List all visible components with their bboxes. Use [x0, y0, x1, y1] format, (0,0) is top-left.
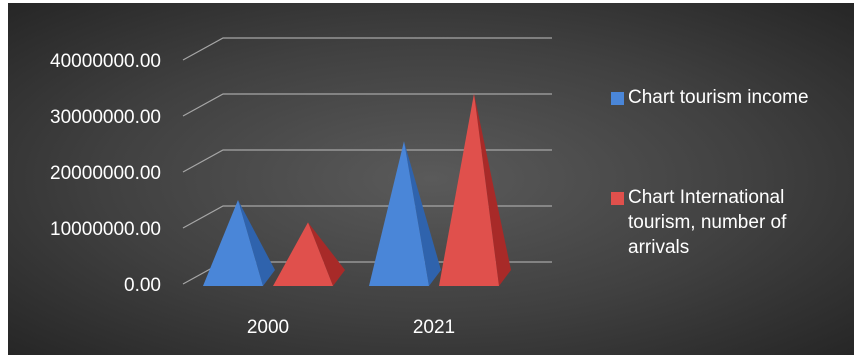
- pyramid-side-face: [404, 141, 441, 286]
- gridline: [182, 149, 552, 173]
- legend-label-series-1: Chart tourism income: [628, 87, 809, 108]
- pyramid-2000-series-1: [203, 200, 275, 286]
- legend-item-series-1: Chart tourism income: [608, 85, 848, 110]
- pyramid-2021-series-2: [439, 93, 511, 286]
- pyramid-side-face: [308, 222, 345, 286]
- y-tick-label: 40000000.00: [50, 51, 161, 72]
- pyramid-side-face: [474, 93, 511, 286]
- legend-label-series-2: Chart International tourism, number of a…: [628, 187, 787, 258]
- chart-frame: 0.00 10000000.00 20000000.00 30000000.00 400…: [8, 3, 854, 355]
- pyramid-chart: 0.00 10000000.00 20000000.00 30000000.00 400…: [50, 37, 552, 338]
- y-tick-label: 10000000.00: [50, 219, 161, 240]
- pyramid-front-face: [273, 222, 333, 286]
- x-category-label: 2000: [247, 317, 289, 338]
- x-category-label: 2021: [413, 317, 455, 338]
- pyramid-front-face: [203, 200, 263, 286]
- pyramid-2021-series-1: [369, 141, 441, 286]
- pyramid-front-face: [369, 141, 429, 286]
- pyramid-side-face: [238, 200, 275, 286]
- gridline: [182, 37, 552, 61]
- pyramid-front-face: [439, 93, 499, 286]
- legend: Chart tourism income Chart International…: [608, 85, 848, 260]
- y-tick-label: 30000000.00: [50, 107, 161, 128]
- pyramid-2000-series-2: [273, 222, 345, 286]
- legend-item-series-2: Chart International tourism, number of a…: [608, 185, 848, 260]
- legend-swatch-series-1: [611, 92, 624, 105]
- y-tick-label: 20000000.00: [50, 163, 161, 184]
- gridline: [182, 93, 552, 117]
- gridline: [182, 205, 552, 229]
- y-tick-label: 0.00: [124, 275, 161, 296]
- legend-swatch-series-2: [611, 192, 624, 205]
